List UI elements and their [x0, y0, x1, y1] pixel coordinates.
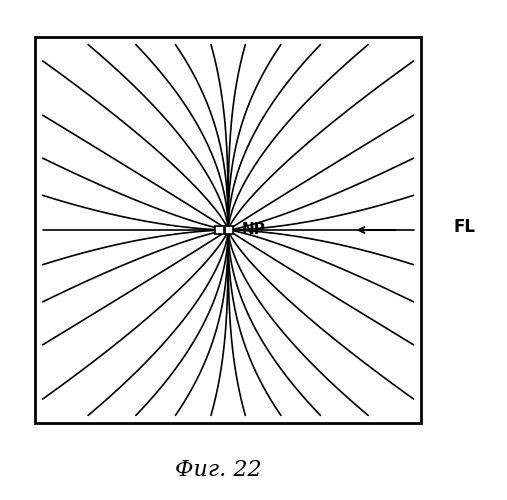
Bar	[215, 226, 224, 234]
Bar	[225, 226, 233, 234]
Text: NP: NP	[241, 222, 265, 238]
Text: FL: FL	[454, 218, 476, 236]
Text: Фиг. 22: Фиг. 22	[175, 459, 261, 481]
